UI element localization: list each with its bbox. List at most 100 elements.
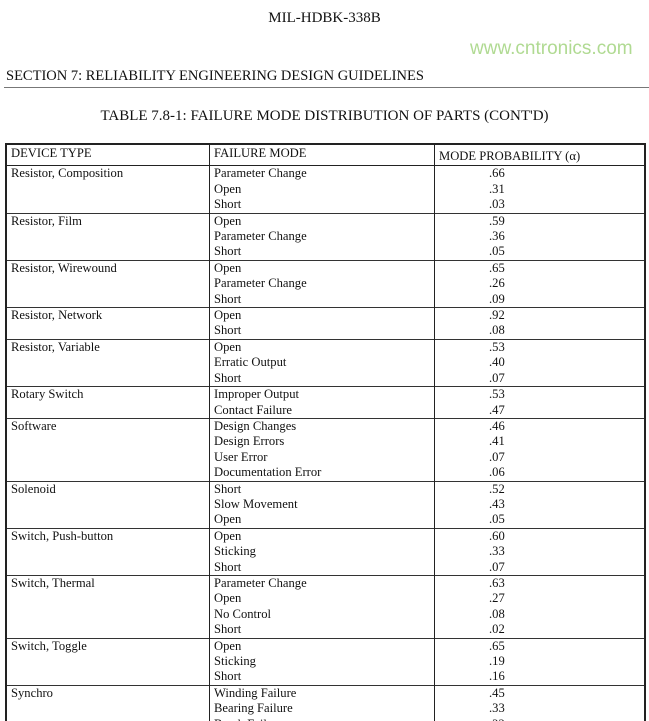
failure-mode: Design Errors	[214, 434, 285, 449]
table-title: TABLE 7.8-1: FAILURE MODE DISTRIBUTION O…	[100, 108, 549, 124]
failure-mode: Slow Movement	[214, 496, 298, 511]
mode-probability: .53	[489, 387, 505, 402]
failure-mode: Parameter Change	[214, 229, 307, 244]
failure-mode: Short	[214, 370, 242, 385]
failure-mode: Short	[214, 291, 242, 306]
failure-mode-cell: Parameter Change Open No Control Short	[209, 574, 435, 639]
device-type-cell: Rotary Switch	[5, 386, 210, 419]
device-type-cell: Resistor, Variable	[5, 338, 210, 387]
failure-mode-cell: Open Parameter Change Short	[209, 212, 435, 261]
table-row: Rotary Switch Improper Output Contact Fail…	[5, 386, 646, 419]
device-type-cell: Switch, Push-button	[5, 527, 210, 576]
table-row: Resistor, Network Open Short .92.08	[5, 307, 646, 340]
mode-probability: .47	[489, 402, 505, 417]
table-row: Resistor, Composition Parameter Change Ope…	[5, 165, 646, 214]
mode-probability: .07	[489, 449, 505, 464]
mode-probability-cell: .53.40.07	[434, 338, 646, 387]
failure-mode: Short	[214, 622, 242, 637]
table-row: Resistor, Wirewound Open Parameter Change S…	[5, 259, 646, 308]
failure-mode: Open	[214, 591, 242, 606]
failure-mode: Erratic Output	[214, 355, 287, 370]
mode-probability: .31	[489, 181, 505, 196]
mode-probability: .65	[489, 638, 505, 653]
failure-mode-cell: Parameter Change Open Short	[209, 165, 435, 214]
table-row: Solenoid Short Slow Movement Open .52.43.05	[5, 480, 646, 529]
mode-probability: .16	[489, 669, 505, 684]
mode-probability: .33	[489, 544, 505, 559]
device-type-cell: Resistor, Composition	[5, 165, 210, 214]
failure-mode: Winding Failure	[214, 685, 297, 700]
mode-probability-cell: .59.36.05	[434, 212, 646, 261]
device-type-cell: Switch, Toggle	[5, 637, 210, 686]
mode-probability-cell: .46.41.07.06	[434, 417, 646, 482]
device-type-cell: Synchro	[5, 684, 210, 721]
mode-probability: .07	[489, 370, 505, 385]
table-row: Switch, Thermal Parameter Change Open No Co…	[5, 574, 646, 639]
mode-probability: .19	[489, 654, 505, 668]
header-failure-mode: FAILURE MODE	[209, 144, 435, 167]
failure-mode: Open	[214, 638, 242, 653]
failure-mode: Brush Failure	[214, 717, 430, 721]
failure-mode-cell: Improper Output Contact Failure	[209, 386, 435, 419]
mode-probability: .05	[489, 244, 505, 259]
mode-probability: .33	[489, 701, 505, 716]
failure-mode-cell: Short Slow Movement Open	[209, 480, 435, 529]
failure-mode: Bearing Failure	[214, 701, 293, 716]
failure-mode: Parameter Change	[214, 276, 307, 291]
table-row: Resistor, Variable Open Erratic Output Shor…	[5, 338, 646, 387]
mode-probability: .40	[489, 355, 505, 370]
mode-probability: .52	[489, 481, 505, 496]
device-type-cell: Resistor, Network	[5, 307, 210, 340]
mode-probability: .63	[489, 575, 505, 590]
mode-probability: .65	[489, 260, 505, 275]
mode-probability-cell: .53.47	[434, 386, 646, 419]
failure-mode: Open	[214, 260, 242, 275]
failure-mode: Contact Failure	[214, 402, 292, 417]
device-type-cell: Resistor, Film	[5, 212, 210, 261]
device-type-cell: Switch, Thermal	[5, 574, 210, 639]
failure-mode-cell: Open Sticking Short	[209, 637, 435, 686]
failure-mode: Short	[214, 481, 242, 496]
failure-mode: Sticking	[214, 544, 256, 559]
mode-probability: .03	[489, 197, 505, 212]
table-row: Switch, Push-button Open Sticking Short .60.…	[5, 527, 646, 576]
failure-mode: Short	[214, 244, 242, 259]
failure-mode: Sticking	[214, 654, 256, 668]
mode-probability: .53	[489, 339, 505, 354]
mode-probability-cell: .63.27.08.02	[434, 574, 646, 639]
device-type-cell: Resistor, Wirewound	[5, 259, 210, 308]
failure-mode: Improper Output	[214, 387, 299, 402]
mode-probability: .08	[489, 323, 505, 338]
failure-mode-cell: Open Short	[209, 307, 435, 340]
mode-probability: .36	[489, 229, 505, 244]
failure-mode: Short	[214, 669, 242, 684]
watermark: www.cntronics.com	[470, 38, 633, 59]
mode-probability: .05	[489, 512, 505, 527]
divider	[4, 87, 649, 88]
document-id: MIL-HDBK-338B	[268, 10, 381, 26]
failure-mode-cell: Open Parameter Change Short	[209, 259, 435, 308]
mode-probability-cell: .92.08	[434, 307, 646, 340]
mode-probability: .45	[489, 685, 505, 700]
mode-probability: .08	[489, 606, 505, 621]
failure-mode: Open	[214, 213, 242, 228]
device-type-cell: Solenoid	[5, 480, 210, 529]
mode-probability: .43	[489, 496, 505, 511]
mode-probability: .02	[489, 622, 505, 637]
mode-probability: .46	[489, 418, 505, 433]
header-mode-probability: MODE PROBABILITY (α)	[434, 144, 646, 167]
table-header-row: DEVICE TYPE FAILURE MODE MODE PROBABILIT…	[5, 144, 646, 167]
mode-probability: .59	[489, 213, 505, 228]
table-row: Switch, Toggle Open Sticking Short .65.19.16	[5, 637, 646, 686]
failure-mode-cell: Open Sticking Short	[209, 527, 435, 576]
failure-mode-cell: Design Changes Design Errors User Error Doc…	[209, 417, 435, 482]
mode-probability: .92	[489, 308, 505, 323]
mode-probability-cell: .45.33.22	[434, 684, 646, 721]
failure-mode: Open	[214, 308, 242, 323]
mode-probability: .41	[489, 434, 505, 449]
mode-probability: .66	[489, 166, 505, 181]
failure-mode: Short	[214, 559, 242, 574]
mode-probability-cell: .60.33.07	[434, 527, 646, 576]
